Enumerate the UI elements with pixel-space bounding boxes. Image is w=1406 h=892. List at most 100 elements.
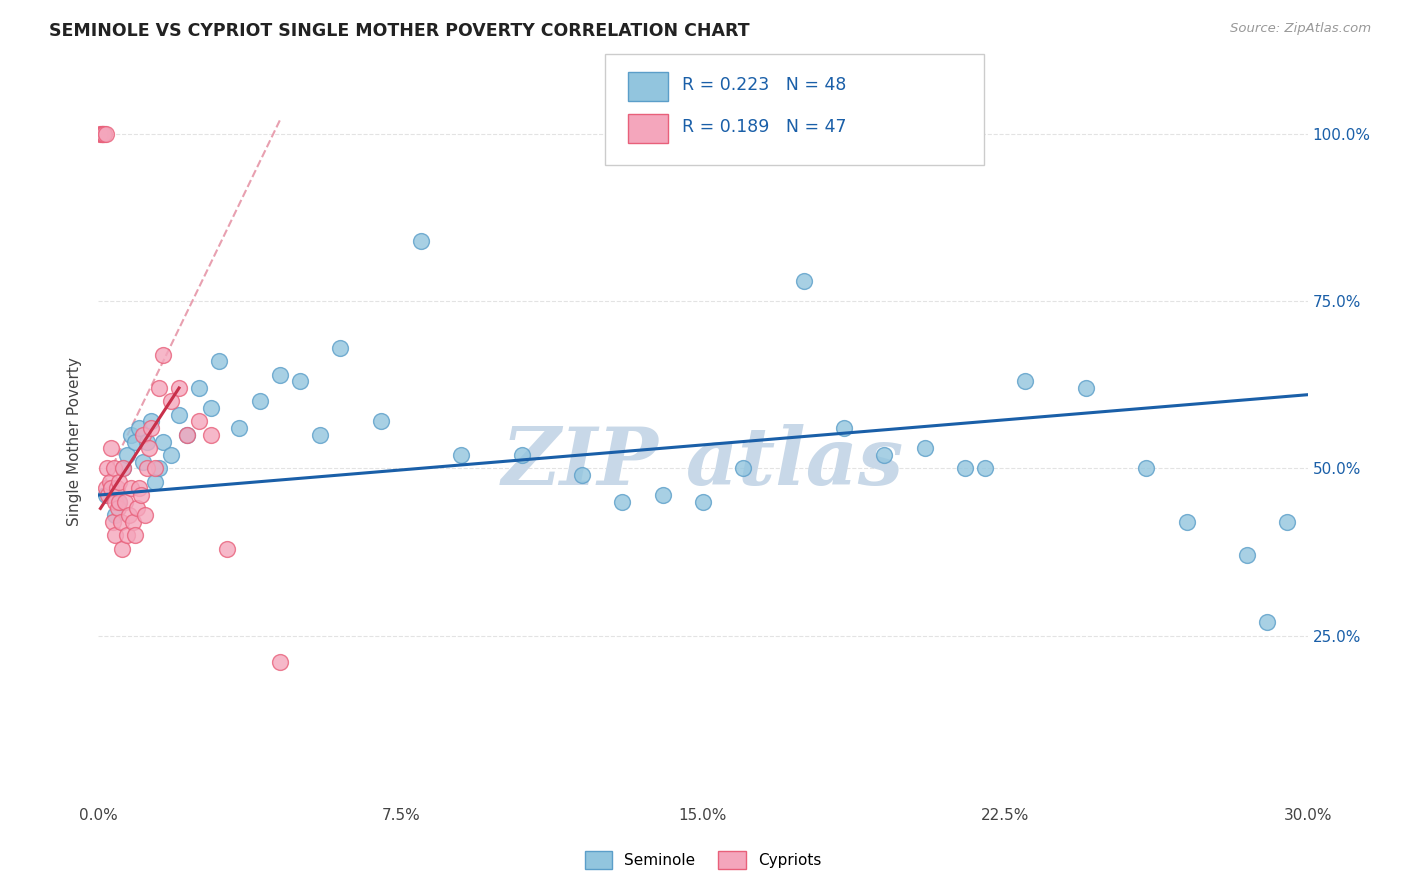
Point: [200, 427, 222, 442]
Point: [90, 127, 112, 141]
Point: [100, 442, 122, 455]
Point: [269, 655, 291, 669]
Point: [135, 434, 157, 449]
Point: [132, 455, 155, 469]
Point: [510, 448, 533, 462]
Point: [100, 482, 122, 496]
Point: [176, 427, 198, 442]
Point: [370, 414, 392, 428]
Point: [1236, 548, 1258, 563]
Point: [139, 421, 162, 435]
Point: [135, 461, 157, 475]
Point: [128, 421, 150, 435]
Point: [107, 475, 129, 489]
Text: Source: ZipAtlas.com: Source: ZipAtlas.com: [1230, 22, 1371, 36]
Point: [107, 494, 129, 508]
Point: [832, 421, 855, 435]
Point: [129, 488, 152, 502]
Point: [409, 234, 432, 248]
Point: [188, 381, 211, 395]
Text: SEMINOLE VS CYPRIOT SINGLE MOTHER POVERTY CORRELATION CHART: SEMINOLE VS CYPRIOT SINGLE MOTHER POVERT…: [49, 22, 749, 40]
Point: [118, 508, 141, 523]
Point: [152, 434, 174, 449]
Text: ZIP atlas: ZIP atlas: [502, 425, 904, 502]
Point: [217, 541, 239, 556]
Point: [139, 414, 162, 428]
Point: [249, 394, 271, 409]
Point: [101, 515, 124, 529]
Point: [143, 475, 166, 489]
Point: [89, 127, 111, 141]
Point: [167, 381, 190, 395]
Point: [450, 448, 472, 462]
Point: [793, 274, 815, 288]
Point: [200, 401, 222, 416]
Point: [93, 127, 115, 141]
Point: [148, 461, 170, 475]
Text: R = 0.189   N = 47: R = 0.189 N = 47: [682, 118, 846, 136]
Point: [115, 448, 138, 462]
Point: [733, 461, 755, 475]
Point: [120, 427, 142, 442]
Point: [1014, 375, 1036, 389]
Point: [96, 482, 118, 496]
Point: [96, 461, 118, 475]
Point: [105, 482, 128, 496]
Point: [103, 494, 125, 508]
Point: [111, 461, 134, 475]
Point: [1277, 515, 1299, 529]
Point: [124, 528, 146, 542]
Point: [111, 461, 134, 475]
Point: [651, 488, 673, 502]
Legend: Seminole, Cypriots: Seminole, Cypriots: [578, 845, 828, 875]
Point: [104, 528, 127, 542]
Point: [121, 515, 143, 529]
Point: [94, 127, 117, 141]
Point: [160, 394, 183, 409]
Point: [110, 515, 132, 529]
Point: [96, 488, 118, 502]
Point: [309, 427, 332, 442]
Point: [160, 448, 183, 462]
Point: [132, 427, 155, 442]
Point: [692, 494, 714, 508]
Point: [91, 127, 114, 141]
Point: [98, 475, 121, 489]
Point: [143, 461, 166, 475]
Point: [103, 508, 125, 523]
Point: [208, 354, 231, 368]
Point: [134, 508, 156, 523]
Point: [108, 494, 131, 508]
Point: [125, 501, 148, 516]
Point: [176, 427, 198, 442]
Point: [138, 442, 160, 455]
Point: [329, 341, 352, 355]
Point: [612, 494, 634, 508]
Point: [914, 442, 936, 455]
Point: [1175, 515, 1198, 529]
Text: R = 0.223   N = 48: R = 0.223 N = 48: [682, 76, 846, 94]
Point: [148, 381, 170, 395]
Point: [228, 421, 250, 435]
Point: [953, 461, 976, 475]
Point: [107, 501, 129, 516]
Point: [97, 488, 120, 502]
Point: [873, 448, 896, 462]
Point: [1256, 615, 1278, 630]
Point: [115, 528, 138, 542]
Point: [974, 461, 997, 475]
Point: [124, 434, 146, 449]
Point: [120, 482, 142, 496]
Point: [167, 408, 190, 422]
Y-axis label: Single Mother Poverty: Single Mother Poverty: [67, 357, 83, 526]
Point: [103, 461, 125, 475]
Point: [128, 482, 150, 496]
Point: [571, 467, 593, 482]
Point: [114, 494, 136, 508]
Point: [1135, 461, 1157, 475]
Point: [1074, 381, 1097, 395]
Point: [152, 348, 174, 362]
Point: [91, 127, 114, 141]
Point: [288, 375, 311, 389]
Point: [111, 541, 134, 556]
